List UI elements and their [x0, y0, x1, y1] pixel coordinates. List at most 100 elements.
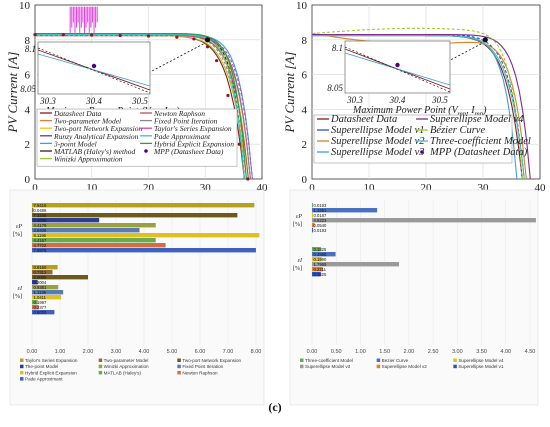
bar-value-label: 0.1825 [314, 247, 327, 252]
bar-value-label: 0.9160 [34, 265, 47, 270]
inset-line [37, 47, 151, 94]
y-axis-label: PV Current [A] [282, 52, 297, 134]
x-tick-label: 0.00 [307, 349, 318, 355]
bar [32, 243, 166, 248]
x-tick-label: 20 [143, 182, 155, 194]
x-tick-label: 3.00 [452, 349, 463, 355]
y-tick-label: 8 [25, 35, 31, 47]
y-tick-label: 10 [296, 0, 308, 12]
bar [32, 213, 238, 218]
legend-label: Winizki Approximation [104, 364, 149, 369]
legend-swatch [177, 364, 181, 369]
inset-x-tick: 30.5 [131, 96, 148, 106]
x-tick-label: 1.00 [55, 349, 66, 355]
x-tick-label: 5.00 [167, 349, 178, 355]
legend-swatch [98, 358, 103, 362]
x-tick-label: 1.50 [379, 349, 390, 355]
legend-swatch [453, 358, 457, 362]
bar [312, 247, 321, 252]
inset-mpp [91, 63, 97, 69]
inset-y-tick: 8.1 [25, 44, 36, 54]
legend-label: Fixed Point Iteration [182, 364, 223, 369]
legend-label: Superellipse Model v1 [458, 364, 504, 369]
bar [32, 238, 156, 243]
bar [312, 257, 322, 262]
x-tick-label: 4.50 [525, 349, 536, 355]
legend-label: MPP (Datasheet Data) [429, 147, 528, 158]
legend-label: The-point Model [25, 364, 58, 369]
bar-value-label: 4.7722 [34, 243, 47, 248]
bar-value-label: 2.0000 [34, 275, 47, 280]
legend-label: Three-coefficient Model [430, 136, 531, 147]
legend-label: Pade Approximant [25, 377, 63, 382]
x-tick-label: 6.00 [195, 349, 206, 355]
x-tick-label: 3.50 [476, 349, 487, 355]
datasheet-point [118, 33, 122, 38]
inset-x-tick: 30.3 [39, 96, 56, 106]
legend-swatch [376, 358, 381, 362]
bar [32, 270, 53, 275]
legend-swatch [98, 364, 103, 369]
panel-background [289, 189, 539, 406]
bar-value-label: 1.0411 [34, 295, 47, 300]
bar-value-label: 0.1997 [34, 300, 47, 305]
y-tick-label: 10 [19, 0, 31, 12]
legend-swatch [453, 364, 457, 369]
bar [312, 252, 336, 257]
legend-box [36, 108, 238, 167]
inset-line [344, 46, 451, 93]
datasheet-point [205, 45, 210, 49]
bar-value-label: 7.9976 [34, 248, 47, 253]
x-tick-label: 20 [421, 182, 433, 194]
bar [312, 267, 323, 272]
inset-line [37, 53, 151, 87]
bar [32, 290, 64, 295]
legend-swatch [177, 370, 181, 375]
datasheet-point [192, 37, 196, 41]
legend-label: Three-coefficient Model [305, 358, 353, 363]
y-tick-label: 6 [302, 70, 308, 82]
bar [32, 218, 100, 223]
bar [32, 305, 39, 310]
legend-box [313, 114, 513, 164]
bar-value-label: 1.1136 [34, 290, 47, 295]
bar [32, 265, 58, 270]
legend-label: Datasheet Data [330, 114, 397, 125]
group-label: εI [298, 258, 303, 264]
bar [32, 300, 38, 305]
legend-label: Superellipse Model v2 [382, 364, 428, 369]
y-tick-label: 0 [25, 174, 31, 186]
inset-y-tick: 8.05 [20, 84, 36, 94]
bar [32, 203, 255, 208]
x-tick-label: 40 [257, 182, 269, 194]
bar [32, 295, 62, 300]
datasheet-point [246, 177, 250, 181]
bar-value-label: 0.9381 [34, 285, 47, 290]
bar-value-label: 3.8408 [34, 228, 47, 233]
series-line [312, 34, 531, 180]
x-tick-label: 7.00 [223, 349, 234, 355]
y-tick-label: 4 [25, 104, 31, 116]
bar-value-label: 1.3451 [314, 208, 327, 213]
x-tick-label: 0.50 [331, 349, 342, 355]
legend-swatch [98, 370, 103, 375]
group-unit: [%] [13, 232, 22, 238]
legend-label: MPP (Datasheet Data) [153, 147, 224, 156]
bar-value-label: 0.1990 [314, 257, 327, 262]
legend-label: Two-parameter Model [104, 358, 149, 363]
inset-x-tick: 30.4 [389, 95, 406, 105]
bar [312, 213, 313, 218]
bar-value-label: 2.4000 [34, 218, 47, 223]
legend-swatch [300, 364, 304, 369]
bar-value-label: 0.1825 [314, 272, 327, 277]
datasheet-point [215, 59, 219, 63]
x-tick-label: 2.00 [83, 349, 94, 355]
legend-label: Superellipse Model v1 [331, 125, 425, 136]
inset-line [344, 52, 451, 86]
x-tick-label: 10 [86, 182, 98, 194]
bar [32, 233, 260, 238]
bar [312, 228, 313, 233]
bar [32, 310, 55, 315]
bar-value-label: 0.0193 [314, 203, 327, 208]
